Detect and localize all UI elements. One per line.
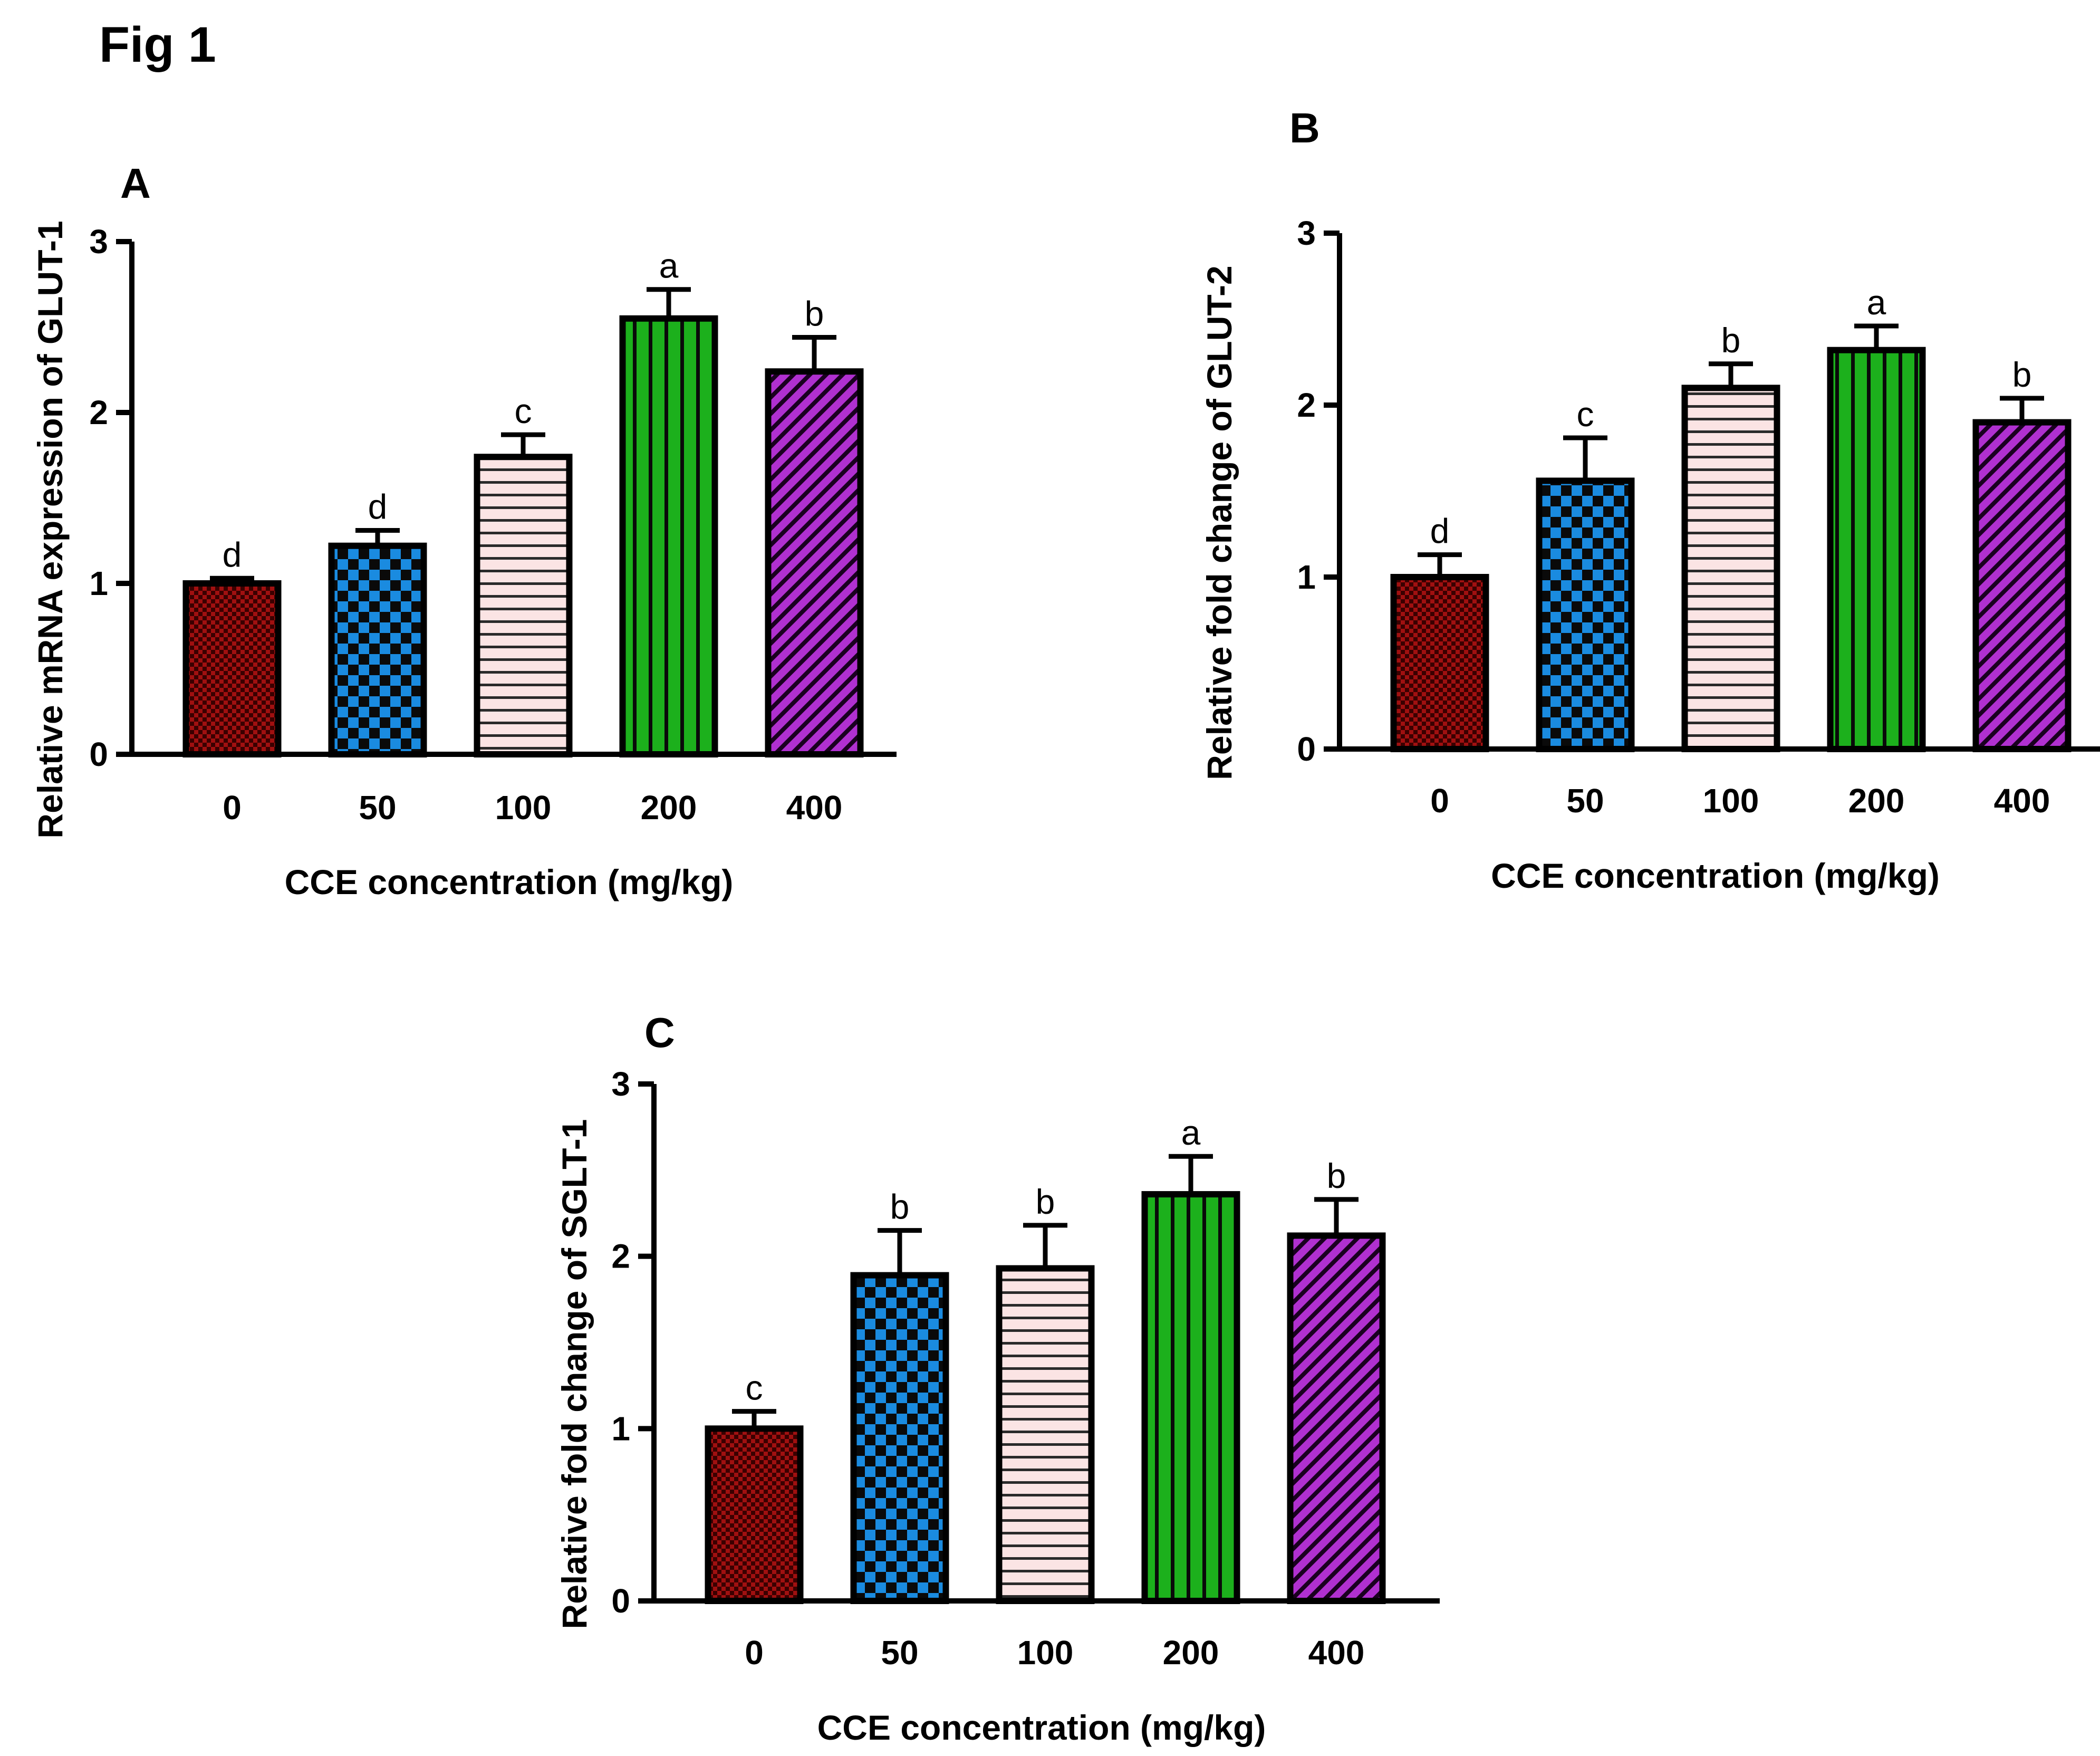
x-tick-label-50: 50 — [881, 1634, 918, 1672]
x-tick-label-100: 100 — [1017, 1634, 1074, 1672]
x-axis-title: CCE concentration (mg/kg) — [817, 1708, 1266, 1747]
x-tick-label-0: 0 — [1430, 782, 1449, 820]
y-axis-title: Relative mRNA expression of GLUT-1 — [31, 220, 70, 838]
x-tick-label-0: 0 — [745, 1634, 764, 1672]
y-tick-label: 3 — [1297, 214, 1316, 252]
x-tick-label-200: 200 — [1848, 782, 1905, 820]
y-axis-title: Relative fold change of GLUT-2 — [1200, 265, 1239, 780]
significance-label-400: b — [805, 294, 824, 333]
significance-label-200: a — [1181, 1113, 1201, 1152]
significance-label-0: d — [223, 535, 242, 574]
panel-c: C 0 1 2 3 c 0 b 50 b 100 a 200 b 400 CCE concentration … — [555, 1009, 1440, 1747]
significance-label-50: d — [368, 487, 388, 526]
bar-200 — [1141, 1191, 1240, 1604]
bar-0 — [1390, 574, 1489, 752]
y-tick-label: 0 — [89, 735, 108, 773]
x-tick-label-100: 100 — [495, 789, 552, 827]
significance-label-200: a — [1867, 283, 1886, 322]
bar-50 — [850, 1272, 949, 1605]
y-tick-label: 0 — [611, 1582, 630, 1620]
bar-100 — [996, 1265, 1095, 1605]
x-axis-title: CCE concentration (mg/kg) — [1491, 856, 1940, 895]
y-tick-label: 1 — [611, 1409, 630, 1447]
y-tick-label: 2 — [611, 1237, 630, 1275]
x-tick-label-100: 100 — [1703, 782, 1759, 820]
bar-200 — [619, 315, 718, 757]
x-tick-label-50: 50 — [359, 789, 396, 827]
bar-100 — [474, 454, 573, 757]
y-tick-label: 1 — [89, 564, 108, 602]
panel-letter-a: A — [120, 160, 151, 207]
x-tick-label-0: 0 — [223, 789, 242, 827]
significance-label-50: c — [1577, 395, 1594, 434]
significance-label-0: d — [1430, 512, 1450, 551]
panel-a: A 0 1 2 3 d 0 d 50 c 100 a 200 b 400 CCE concentration … — [31, 160, 897, 901]
significance-label-100: b — [1721, 321, 1741, 360]
significance-label-0: c — [746, 1368, 763, 1407]
bar-50 — [1536, 477, 1635, 752]
y-tick-label: 3 — [611, 1065, 630, 1103]
bar-400 — [1287, 1232, 1386, 1604]
bar-0 — [705, 1425, 804, 1604]
x-tick-label-200: 200 — [641, 789, 697, 827]
significance-label-100: b — [1036, 1182, 1055, 1221]
x-axis-title: CCE concentration (mg/kg) — [285, 862, 734, 901]
y-tick-label: 2 — [89, 394, 108, 431]
x-tick-label-400: 400 — [786, 789, 843, 827]
x-tick-label-200: 200 — [1163, 1634, 1219, 1672]
significance-label-50: b — [890, 1187, 910, 1226]
significance-label-400: b — [2012, 355, 2032, 394]
bar-200 — [1827, 347, 1926, 752]
y-tick-label: 3 — [89, 223, 108, 261]
bar-100 — [1681, 385, 1780, 752]
significance-label-100: c — [515, 391, 532, 430]
figure-title: Fig 1 — [99, 17, 216, 73]
y-tick-label: 2 — [1297, 386, 1316, 424]
y-tick-label: 0 — [1297, 730, 1316, 768]
bar-400 — [765, 368, 864, 757]
y-tick-label: 1 — [1297, 558, 1316, 596]
panel-b: B 0 1 2 3 d 0 c 50 b 100 a 200 b 400 CCE concentration … — [1200, 104, 2100, 895]
x-tick-label-50: 50 — [1566, 782, 1604, 820]
significance-label-200: a — [659, 246, 679, 285]
x-tick-label-400: 400 — [1994, 782, 2050, 820]
bar-0 — [182, 580, 282, 757]
x-tick-label-400: 400 — [1308, 1634, 1365, 1672]
panel-letter-b: B — [1289, 104, 1320, 151]
panel-letter-c: C — [644, 1009, 675, 1056]
y-axis-title: Relative fold change of SGLT-1 — [555, 1119, 594, 1629]
bar-400 — [1972, 419, 2072, 752]
significance-label-400: b — [1327, 1156, 1346, 1195]
bar-50 — [328, 542, 427, 757]
